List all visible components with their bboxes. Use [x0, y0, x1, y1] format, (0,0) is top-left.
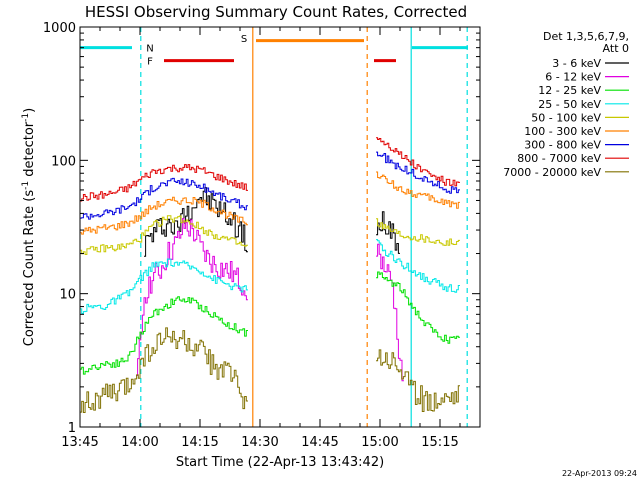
series-line-7-0 — [80, 164, 248, 202]
series-line-3-0 — [80, 258, 248, 314]
y-axis-label-sup1: -1 — [21, 181, 31, 190]
x-tick-label-30: 14:15 — [181, 435, 218, 450]
y-tick-label-1: 1 — [68, 421, 76, 436]
x-tick-label-60: 14:45 — [301, 435, 338, 450]
series-line-0-0 — [144, 187, 248, 257]
legend-label-1: 6 - 12 keV — [545, 71, 601, 84]
legend-label-5: 100 - 300 keV — [524, 125, 601, 138]
legend-label-7: 800 - 7000 keV — [517, 152, 601, 165]
flag-letter-0: N — [146, 44, 153, 55]
legend-label-4: 50 - 100 keV — [531, 111, 601, 124]
x-tick-label-90: 15:15 — [421, 435, 458, 450]
x-tick-label-15: 14:00 — [121, 435, 158, 450]
series-line-8-0 — [80, 327, 248, 413]
x-axis-label: Start Time (22-Apr-13 13:43:42) — [176, 455, 384, 470]
legend-label-2: 12 - 25 keV — [538, 84, 601, 97]
flag-letter-2: S — [241, 34, 247, 45]
timestamp-footer: 22-Apr-2013 09:24 — [562, 469, 637, 478]
y-axis-label-sup2: -1 — [21, 113, 31, 122]
series-line-5-0 — [80, 196, 248, 235]
y-axis-label: Corrected Count Rate (s-1 detector-1) — [21, 108, 37, 346]
flag-letter-1: F — [147, 57, 153, 68]
series-line-2-1 — [376, 271, 460, 344]
y-tick-label-10: 10 — [59, 288, 76, 303]
x-tick-label-0: 13:45 — [61, 435, 98, 450]
chart-title: HESSI Observing Summary Count Rates, Cor… — [85, 3, 467, 21]
series-line-8-1 — [376, 349, 460, 412]
series-line-3-1 — [376, 239, 460, 293]
y-tick-label-100: 100 — [51, 154, 76, 169]
series-line-4-1 — [376, 218, 460, 246]
series-line-5-1 — [376, 171, 460, 209]
axes-ticks: 13:45 14:00 14:15 14:30 14:45 15:00 15:15 1 10 10… — [43, 21, 481, 450]
legend-label-0: 3 - 6 keV — [552, 57, 601, 70]
y-tick-label-1000: 1000 — [43, 21, 76, 36]
series-line-2-0 — [80, 296, 248, 375]
series-line-1-1 — [376, 243, 404, 382]
series-line-6-1 — [376, 151, 460, 194]
y-axis-label-end: ) — [22, 108, 37, 113]
legend-header-attenuator: Att 0 — [603, 42, 629, 55]
series-line-0-1 — [376, 211, 400, 254]
plot-area: NF S — [80, 27, 468, 427]
legend-label-6: 300 - 800 keV — [524, 139, 601, 152]
y-axis-label-mid: detector — [22, 121, 37, 181]
series-line-6-0 — [80, 177, 248, 220]
y-axis-label-main: Corrected Count Rate (s — [22, 190, 37, 347]
series-line-4-0 — [80, 215, 248, 255]
x-tick-label-75: 15:00 — [361, 435, 398, 450]
legend-header-detectors: Det 1,3,5,6,7,9, — [543, 30, 629, 43]
series-line-7-1 — [376, 137, 460, 187]
x-tick-label-45: 14:30 — [241, 435, 278, 450]
legend-label-3: 25 - 50 keV — [538, 98, 601, 111]
legend-label-8: 7000 - 20000 keV — [503, 166, 601, 179]
